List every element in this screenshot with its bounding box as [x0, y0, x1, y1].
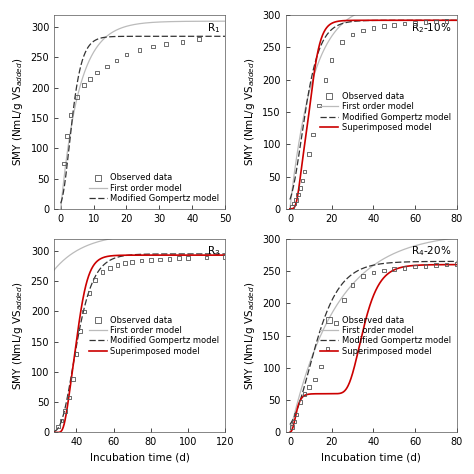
Point: [114, 261, 121, 269]
Point: [54, 423, 62, 430]
Point: [165, 255, 173, 263]
Point: [391, 265, 398, 273]
Point: [103, 63, 110, 70]
Point: [69, 375, 76, 383]
Point: [324, 345, 331, 352]
Point: [309, 131, 317, 138]
Point: [305, 383, 312, 391]
Point: [64, 132, 71, 140]
Point: [328, 56, 336, 64]
Point: [156, 255, 164, 263]
Point: [315, 102, 323, 109]
Point: [297, 184, 304, 192]
Point: [301, 390, 308, 398]
Point: [380, 22, 388, 30]
Text: R$_4$-20%: R$_4$-20%: [411, 245, 452, 258]
Y-axis label: SMY (NmL/g VS$_{added}$): SMY (NmL/g VS$_{added}$): [11, 58, 25, 166]
Y-axis label: SMY (NmL/g VS$_{added}$): SMY (NmL/g VS$_{added}$): [243, 282, 257, 390]
Point: [292, 196, 300, 203]
Point: [349, 282, 356, 289]
Point: [290, 200, 298, 208]
Point: [121, 259, 128, 267]
Point: [297, 398, 304, 406]
Point: [422, 262, 429, 270]
Point: [401, 264, 409, 272]
Point: [62, 408, 69, 415]
Point: [290, 418, 298, 425]
Text: R$_1$: R$_1$: [207, 21, 220, 35]
Point: [80, 308, 88, 315]
Point: [422, 18, 429, 26]
Point: [349, 31, 356, 38]
Point: [411, 19, 419, 27]
Text: R$_2$-10%: R$_2$-10%: [411, 21, 452, 35]
Point: [391, 21, 398, 28]
Point: [411, 263, 419, 270]
Point: [93, 69, 100, 76]
Point: [288, 423, 296, 431]
Legend: Observed data, First order model, Modified Gompertz model, Superimposed model: Observed data, First order model, Modifi…: [319, 314, 453, 357]
Legend: Observed data, First order model, Modified Gompertz model, Superimposed model: Observed data, First order model, Modifi…: [319, 91, 453, 134]
Point: [292, 410, 300, 418]
Point: [443, 17, 450, 25]
Point: [338, 38, 346, 46]
Point: [301, 168, 308, 175]
Point: [58, 417, 65, 424]
Point: [311, 376, 319, 383]
Point: [221, 253, 229, 261]
Point: [184, 255, 192, 262]
Point: [80, 81, 88, 89]
Point: [299, 177, 306, 184]
Point: [340, 296, 348, 304]
X-axis label: Incubation time (d): Incubation time (d): [321, 453, 421, 463]
Point: [359, 27, 367, 35]
Point: [432, 18, 440, 26]
Point: [370, 269, 377, 276]
Point: [179, 38, 186, 46]
Point: [106, 264, 114, 272]
Point: [128, 258, 136, 265]
Point: [147, 256, 155, 264]
Point: [332, 319, 339, 327]
Legend: Observed data, First order model, Modified Gompertz model: Observed data, First order model, Modifi…: [87, 172, 221, 205]
Point: [91, 276, 99, 284]
Point: [67, 111, 74, 119]
Point: [65, 393, 73, 401]
Point: [113, 57, 120, 64]
X-axis label: Incubation time (d): Incubation time (d): [90, 453, 190, 463]
Point: [288, 203, 296, 210]
Point: [60, 160, 68, 167]
Point: [136, 46, 144, 54]
Y-axis label: SMY (NmL/g VS$_{added}$): SMY (NmL/g VS$_{added}$): [243, 58, 257, 166]
Legend: Observed data, First order model, Modified Gompertz model, Superimposed model: Observed data, First order model, Modifi…: [87, 314, 221, 357]
Point: [73, 93, 81, 100]
Point: [321, 76, 329, 83]
Point: [318, 363, 325, 370]
Point: [175, 255, 182, 262]
Point: [380, 266, 388, 274]
Point: [162, 40, 170, 48]
Y-axis label: SMY (NmL/g VS$_{added}$): SMY (NmL/g VS$_{added}$): [11, 282, 25, 390]
Point: [195, 36, 202, 43]
Point: [203, 254, 210, 261]
Point: [401, 20, 409, 27]
Point: [294, 191, 302, 199]
Point: [305, 150, 312, 158]
Point: [149, 43, 156, 50]
Point: [443, 261, 450, 268]
Point: [99, 268, 106, 276]
Point: [138, 257, 146, 264]
Point: [432, 262, 440, 269]
Point: [76, 327, 84, 335]
Point: [73, 350, 80, 357]
Point: [87, 75, 94, 82]
Point: [123, 51, 130, 58]
Point: [359, 273, 367, 280]
Point: [86, 290, 93, 297]
Text: R$_3$: R$_3$: [207, 245, 220, 258]
Point: [370, 24, 377, 32]
Point: [453, 260, 461, 268]
